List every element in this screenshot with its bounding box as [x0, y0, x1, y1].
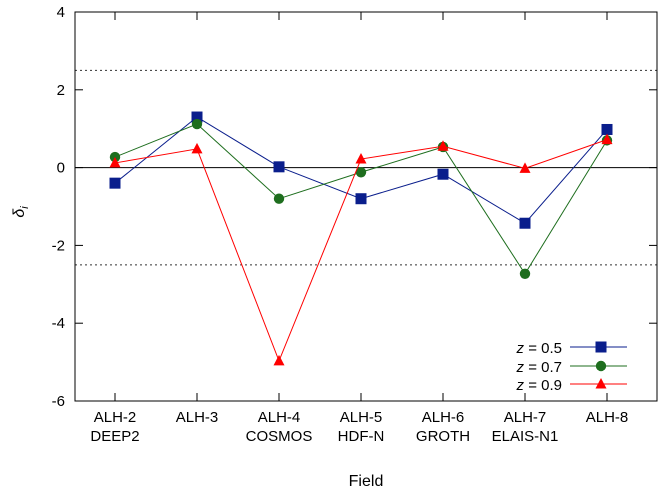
legend-label: z = 0.9 [516, 377, 562, 394]
labels: 4 2 0 -2 -4 -6 ALH-2 DEEP2 ALH-3 ALH-4 COSMOS ALH-5… [11, 4, 628, 490]
legend-label: z = 0.7 [516, 359, 562, 376]
data-point [273, 193, 285, 204]
data-point [191, 111, 203, 123]
data-point [109, 156, 121, 168]
x-tick-sublabel: HDF-N [338, 428, 385, 445]
data-point [601, 123, 613, 135]
plot-frame [74, 11, 658, 402]
data-point [519, 268, 531, 279]
x-tick-label: ALH-2 [94, 409, 137, 426]
data-point [519, 162, 531, 173]
data-point [273, 161, 285, 173]
y-tick-label: 0 [57, 160, 65, 177]
x-tick-sublabel: GROTH [416, 428, 470, 445]
x-tick-label: ALH-8 [586, 409, 629, 426]
data-point [191, 142, 203, 154]
axes [74, 11, 658, 402]
x-tick-label: ALH-3 [176, 409, 219, 426]
x-tick-label: ALH-5 [340, 409, 383, 426]
data-point [191, 118, 203, 130]
data-point [437, 140, 449, 151]
y-tick-label: 2 [57, 82, 65, 99]
y-tick-label: -2 [52, 237, 65, 254]
series-3 [109, 133, 613, 366]
legend-label: z = 0.5 [516, 340, 562, 357]
legend: z = 0.5 z = 0.7z = 0.9 [516, 340, 627, 394]
data-point [273, 354, 285, 366]
data-point [437, 168, 449, 180]
legend-marker [595, 341, 607, 353]
series-group [109, 111, 613, 366]
data-point [601, 133, 613, 145]
y-axis-label: δi [11, 206, 31, 218]
legend-marker [595, 378, 607, 389]
data-point [109, 177, 121, 189]
x-tick-label: ALH-4 [258, 409, 301, 426]
data-point [519, 217, 531, 229]
y-tick-label: -4 [52, 315, 65, 332]
reference-lines [75, 69, 657, 266]
legend-marker [595, 360, 607, 372]
x-tick-label: ALH-6 [422, 409, 465, 426]
x-tick-sublabel: COSMOS [246, 428, 313, 445]
y-tick-label: -6 [52, 393, 65, 410]
data-point [355, 153, 367, 164]
x-tick-sublabel: ELAIS-N1 [492, 428, 559, 445]
data-point [355, 193, 367, 205]
x-axis-label: Field [349, 473, 384, 490]
x-tick-label: ALH-7 [504, 409, 547, 426]
series-1 [109, 111, 613, 229]
y-tick-label: 4 [57, 4, 65, 21]
x-tick-sublabel: DEEP2 [90, 428, 139, 445]
data-point [355, 167, 367, 178]
